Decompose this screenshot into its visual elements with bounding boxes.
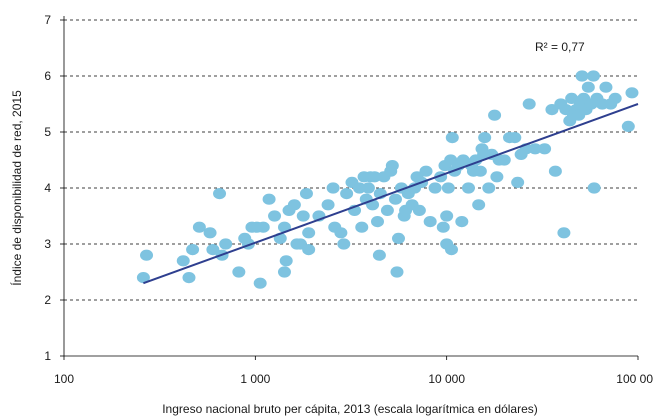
data-point-50 xyxy=(372,249,386,261)
data-point-104 xyxy=(522,98,536,110)
data-point-17 xyxy=(256,221,270,233)
data-point-93 xyxy=(482,182,496,194)
data-point-127 xyxy=(599,81,613,93)
x-axis-title: Ingreso nacional bruto per cápita, 2013 … xyxy=(162,402,538,416)
r-squared-annotation: R² = 0,77 xyxy=(535,40,585,54)
data-point-29 xyxy=(299,188,313,200)
data-point-6 xyxy=(203,227,217,239)
data-point-75 xyxy=(440,210,454,222)
data-point-42 xyxy=(355,221,369,233)
data-point-76 xyxy=(441,182,455,194)
y-tick-labels: 1 2 3 4 5 6 7 xyxy=(44,13,51,363)
data-point-11 xyxy=(232,266,246,278)
x-tick-label-100000: 100 000 xyxy=(616,372,653,386)
data-point-84 xyxy=(461,182,475,194)
data-point-45 xyxy=(361,182,375,194)
data-point-82 xyxy=(455,216,469,228)
data-point-0 xyxy=(140,249,154,261)
x-tick-label-10000: 10 000 xyxy=(428,372,465,386)
data-point-31 xyxy=(302,227,316,239)
data-point-106 xyxy=(538,143,552,155)
y-tick-label-3: 3 xyxy=(44,237,51,251)
data-point-38 xyxy=(340,188,354,200)
data-point-41 xyxy=(352,182,366,194)
y-tick-label-2: 2 xyxy=(44,293,51,307)
data-point-69 xyxy=(423,216,437,228)
y-tick-label-7: 7 xyxy=(44,13,51,27)
data-point-49 xyxy=(370,216,384,228)
data-point-66 xyxy=(412,204,426,216)
data-point-16 xyxy=(253,277,267,289)
data-point-56 xyxy=(388,193,402,205)
data-point-33 xyxy=(321,199,335,211)
data-point-110 xyxy=(557,227,571,239)
y-tick-label-1: 1 xyxy=(44,349,51,363)
data-point-72 xyxy=(436,221,450,233)
data-point-5 xyxy=(192,221,206,233)
data-point-96 xyxy=(490,171,504,183)
y-axis-title: Índice de disponibilidad de red, 2015 xyxy=(9,90,24,286)
data-point-92 xyxy=(478,132,492,144)
data-point-2 xyxy=(176,255,190,267)
data-point-25 xyxy=(287,199,301,211)
trendline-layer xyxy=(143,103,639,285)
data-point-105 xyxy=(528,143,542,155)
data-point-57 xyxy=(390,266,404,278)
data-point-131 xyxy=(625,87,639,99)
data-point-100 xyxy=(508,132,522,144)
data-point-95 xyxy=(488,109,502,121)
data-point-30 xyxy=(302,244,316,256)
data-point-28 xyxy=(296,210,310,222)
data-point-48 xyxy=(368,171,382,183)
data-point-130 xyxy=(621,120,635,132)
data-point-121 xyxy=(581,81,595,93)
data-point-70 xyxy=(428,182,442,194)
data-point-123 xyxy=(586,70,600,82)
data-point-7 xyxy=(206,244,220,256)
data-point-1 xyxy=(136,272,150,284)
axes xyxy=(60,16,639,360)
data-point-19 xyxy=(268,210,282,222)
data-point-55 xyxy=(385,160,399,172)
data-point-79 xyxy=(445,132,459,144)
data-point-78 xyxy=(445,244,459,256)
x-tick-label-1000: 1 000 xyxy=(240,372,270,386)
data-point-89 xyxy=(473,165,487,177)
data-point-10 xyxy=(219,238,233,250)
data-point-118 xyxy=(575,70,589,82)
data-point-21 xyxy=(277,266,291,278)
data-points xyxy=(136,70,639,289)
trendline xyxy=(143,103,639,285)
data-point-58 xyxy=(391,232,405,244)
y-tick-label-4: 4 xyxy=(44,181,51,195)
data-point-36 xyxy=(334,227,348,239)
data-point-37 xyxy=(337,238,351,250)
data-point-23 xyxy=(279,255,293,267)
data-point-98 xyxy=(497,154,511,166)
data-point-34 xyxy=(326,182,340,194)
data-point-8 xyxy=(213,188,227,200)
data-point-3 xyxy=(182,272,196,284)
data-point-101 xyxy=(511,176,525,188)
data-point-4 xyxy=(186,244,200,256)
data-point-129 xyxy=(608,92,622,104)
data-point-68 xyxy=(419,165,433,177)
data-point-18 xyxy=(262,193,276,205)
x-tick-labels: 100 1 000 10 000 100 000 xyxy=(54,372,653,386)
data-point-88 xyxy=(472,199,486,211)
y-tick-label-6: 6 xyxy=(44,69,51,83)
data-point-124 xyxy=(587,182,601,194)
data-point-108 xyxy=(548,165,562,177)
data-point-53 xyxy=(380,204,394,216)
x-tick-label-100: 100 xyxy=(54,372,74,386)
y-tick-label-5: 5 xyxy=(44,125,51,139)
